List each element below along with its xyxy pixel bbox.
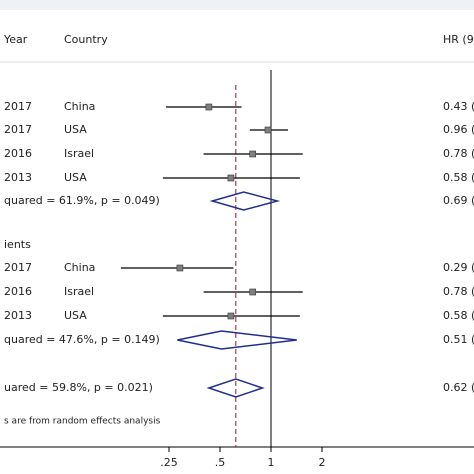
row-country: Israel [64,147,94,160]
pooled-diamond [177,330,297,350]
row-country: China [64,100,95,113]
row-country: Israel [64,285,94,298]
point-estimate [264,126,272,134]
value-label: 0.69 (0 [443,194,474,207]
row-label: quared = 61.9%, p = 0.049) [4,194,160,207]
point-estimate [227,174,235,182]
row-label: 2016 [4,285,32,298]
top-band [0,0,474,10]
value-label: 0.62 (0 [443,381,474,394]
row-country: China [64,261,95,274]
row-label: quared = 47.6%, p = 0.149) [4,333,160,346]
column-header: Country [64,33,108,46]
point-estimate [227,312,235,320]
value-label: 0.78 (0 [443,285,474,298]
column-header: Year [3,33,28,46]
row-label: 2017 [4,261,32,274]
value-label: 0.96 (0 [443,123,474,136]
x-tick-label: 2 [319,456,326,469]
x-tick-label: .25 [160,456,178,469]
row-country: USA [64,123,87,136]
value-label: 0.29 (0 [443,261,474,274]
point-estimate [249,288,257,296]
point-estimate [176,264,184,272]
row-label: 2016 [4,147,32,160]
pooled-diamond [209,191,281,211]
row-label: 2013 [4,171,32,184]
x-tick-label: .5 [215,456,226,469]
row-label: 2017 [4,100,32,113]
value-label: 0.78 (0 [443,147,474,160]
column-header: HR (95 [443,33,474,46]
pooled-diamond [206,378,265,398]
value-label: 0.51 (0 [443,333,474,346]
point-estimate [249,150,257,158]
row-country: USA [64,171,87,184]
row-label: ients [4,238,31,251]
row-label: 2017 [4,123,32,136]
point-estimate [205,103,213,111]
row-label: 2013 [4,309,32,322]
value-label: 0.58 (0 [443,171,474,184]
footnote: s are from random effects analysis [4,417,161,427]
value-label: 0.58 (0 [443,309,474,322]
row-label: uared = 59.8%, p = 0.021) [4,381,153,394]
row-country: USA [64,309,87,322]
x-tick-label: 1 [268,456,275,469]
value-label: 0.43 (0 [443,100,474,113]
